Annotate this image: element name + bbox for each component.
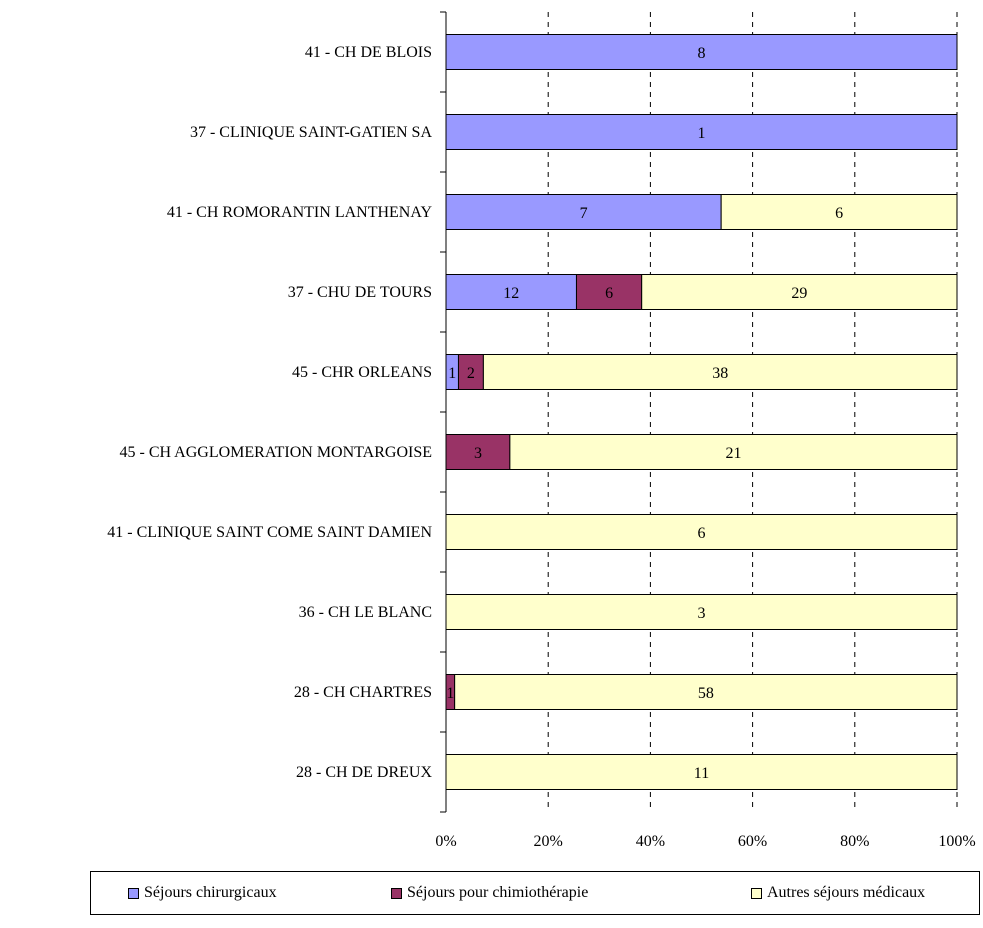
legend-swatch — [128, 887, 139, 899]
bar-segment — [509, 434, 958, 470]
data-label: 1 — [698, 125, 706, 142]
category-label: 45 - CH AGGLOMERATION MONTARGOISE — [120, 444, 433, 461]
data-label: 38 — [712, 365, 728, 382]
x-tick-label: 40% — [636, 833, 665, 850]
bar-segment — [445, 434, 511, 470]
data-label: 12 — [503, 285, 519, 302]
data-label: 2 — [467, 365, 475, 382]
bar-segment — [445, 114, 958, 150]
data-label: 6 — [698, 525, 706, 542]
x-tick-label: 20% — [534, 833, 563, 850]
bar-segment — [641, 274, 958, 310]
legend-item: Séjours chirurgicaux — [128, 884, 277, 902]
category-label: 41 - CH DE BLOIS — [305, 44, 432, 61]
data-label: 21 — [725, 445, 741, 462]
bar-segment — [720, 194, 958, 230]
x-tick-label: 0% — [435, 833, 456, 850]
legend-swatch — [391, 887, 402, 899]
bar-segment — [445, 274, 577, 310]
bar-segment — [482, 354, 958, 390]
data-label: 6 — [835, 205, 843, 222]
category-label: 37 - CHU DE TOURS — [288, 284, 432, 301]
bar-segment — [445, 194, 722, 230]
data-label: 7 — [580, 205, 588, 222]
bar-segment — [445, 34, 958, 70]
category-label: 41 - CH ROMORANTIN LANTHENAY — [167, 204, 433, 221]
legend: Séjours chirurgicaux Séjours pour chimiot… — [90, 871, 980, 915]
x-tick-label: 100% — [938, 833, 975, 850]
data-label: 1 — [446, 685, 454, 702]
legend-label: Séjours pour chimiothérapie — [407, 884, 589, 901]
category-label: 45 - CHR ORLEANS — [292, 364, 432, 381]
data-label: 1 — [448, 365, 456, 382]
data-label: 11 — [694, 765, 709, 782]
bar-segment — [454, 674, 958, 710]
category-label: 37 - CLINIQUE SAINT-GATIEN SA — [190, 124, 433, 141]
category-label: 28 - CH CHARTRES — [294, 684, 432, 701]
data-label: 6 — [605, 285, 613, 302]
data-label: 8 — [698, 45, 706, 62]
category-label: 41 - CLINIQUE SAINT COME SAINT DAMIEN — [107, 524, 432, 541]
data-label: 3 — [698, 605, 706, 622]
legend-item: Séjours pour chimiothérapie — [391, 884, 588, 902]
stacked-bar-chart: 0% 20% 40% 60% 80% 100% 41 - CH DE BLOIS 8 37 - … — [107, 11, 976, 850]
legend-label: Séjours chirurgicaux — [144, 884, 277, 901]
bar-segment — [445, 754, 958, 790]
bar-segment — [445, 514, 958, 550]
data-label: 29 — [791, 285, 807, 302]
x-tick-label: 80% — [840, 833, 869, 850]
bar-segment — [575, 274, 643, 310]
bar-segment — [445, 594, 958, 630]
category-label: 28 - CH DE DREUX — [296, 764, 432, 781]
legend-item: Autres séjours médicaux — [751, 884, 925, 902]
data-label: 3 — [474, 445, 482, 462]
category-label: 36 - CH LE BLANC — [299, 604, 432, 621]
legend-label: Autres séjours médicaux — [767, 884, 926, 901]
x-tick-label: 60% — [738, 833, 767, 850]
legend-swatch — [751, 887, 762, 899]
data-label: 58 — [698, 685, 714, 702]
